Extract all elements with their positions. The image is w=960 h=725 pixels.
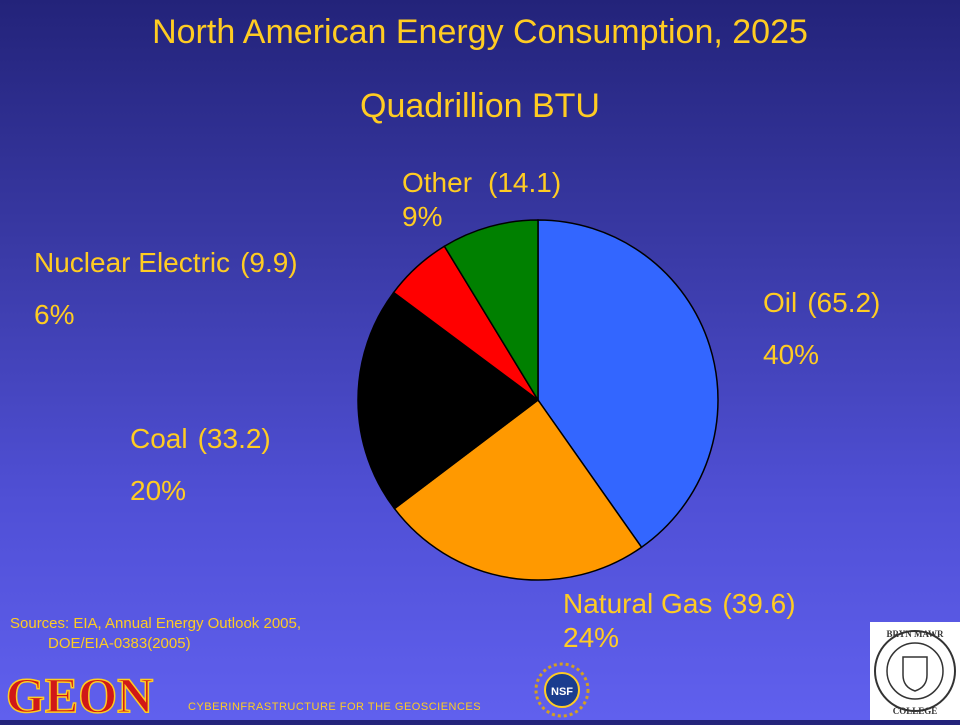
chart-title: North American Energy Consumption, 2025 [152,13,808,51]
slice-label-natural-gas: Natural Gas (39.6) 24% [563,587,796,655]
slice-value: (65.2) [807,287,881,318]
pie-slice-other [443,219,539,403]
chart-subtitle: Quadrillion BTU [360,87,600,125]
slice-name: Other [402,167,473,198]
slice-percent: 20% [130,475,187,506]
slice-name: Coal [130,423,188,454]
sources-line-1: Sources: EIA, Annual Energy Outlook 2005… [10,615,302,632]
seal-bottom-text: COLLEGE [893,706,938,716]
pie-slice-oil [537,219,719,549]
slice-value: (14.1) [488,167,562,198]
slice-name: Oil [763,287,798,318]
slice-value: (33.2) [197,423,271,454]
slice-percent: 6% [34,299,75,330]
pie-slice-natural-gas [393,398,643,581]
geon-logo-text: GEON [6,672,153,718]
slice-name: Nuclear Electric [34,247,231,278]
pie-slice-coal [357,291,540,510]
bryn-mawr-seal: BRYN MAWR COLLEGE [870,622,960,720]
slice-name: Natural Gas [563,588,713,619]
slice-percent: 9% [402,201,443,232]
slice-label-nuclear-electric: Nuclear Electric (9.9) 6% [34,246,298,332]
sources-line-2: DOE/EIA-0383(2005) [48,635,191,652]
sources-note: Sources: EIA, Annual Energy Outlook 2005… [10,614,301,654]
footer-text: CYBERINFRASTRUCTURE FOR THE GEOSCIENCES [188,701,482,713]
seal-top-text: BRYN MAWR [887,629,944,639]
slice-percent: 24% [563,622,620,653]
nsf-logo-text: NSF [551,686,573,698]
geon-logo: GEON [5,666,176,724]
slice-percent: 40% [763,339,820,370]
nsf-logo: NSF [532,660,592,725]
slice-value: (9.9) [240,247,298,278]
slice-label-oil: Oil (65.2) 40% [763,286,880,372]
slice-label-other: Other (14.1) 9% [402,166,561,234]
slice-label-coal: Coal (33.2) 20% [130,422,271,508]
slice-value: (39.6) [722,588,796,619]
